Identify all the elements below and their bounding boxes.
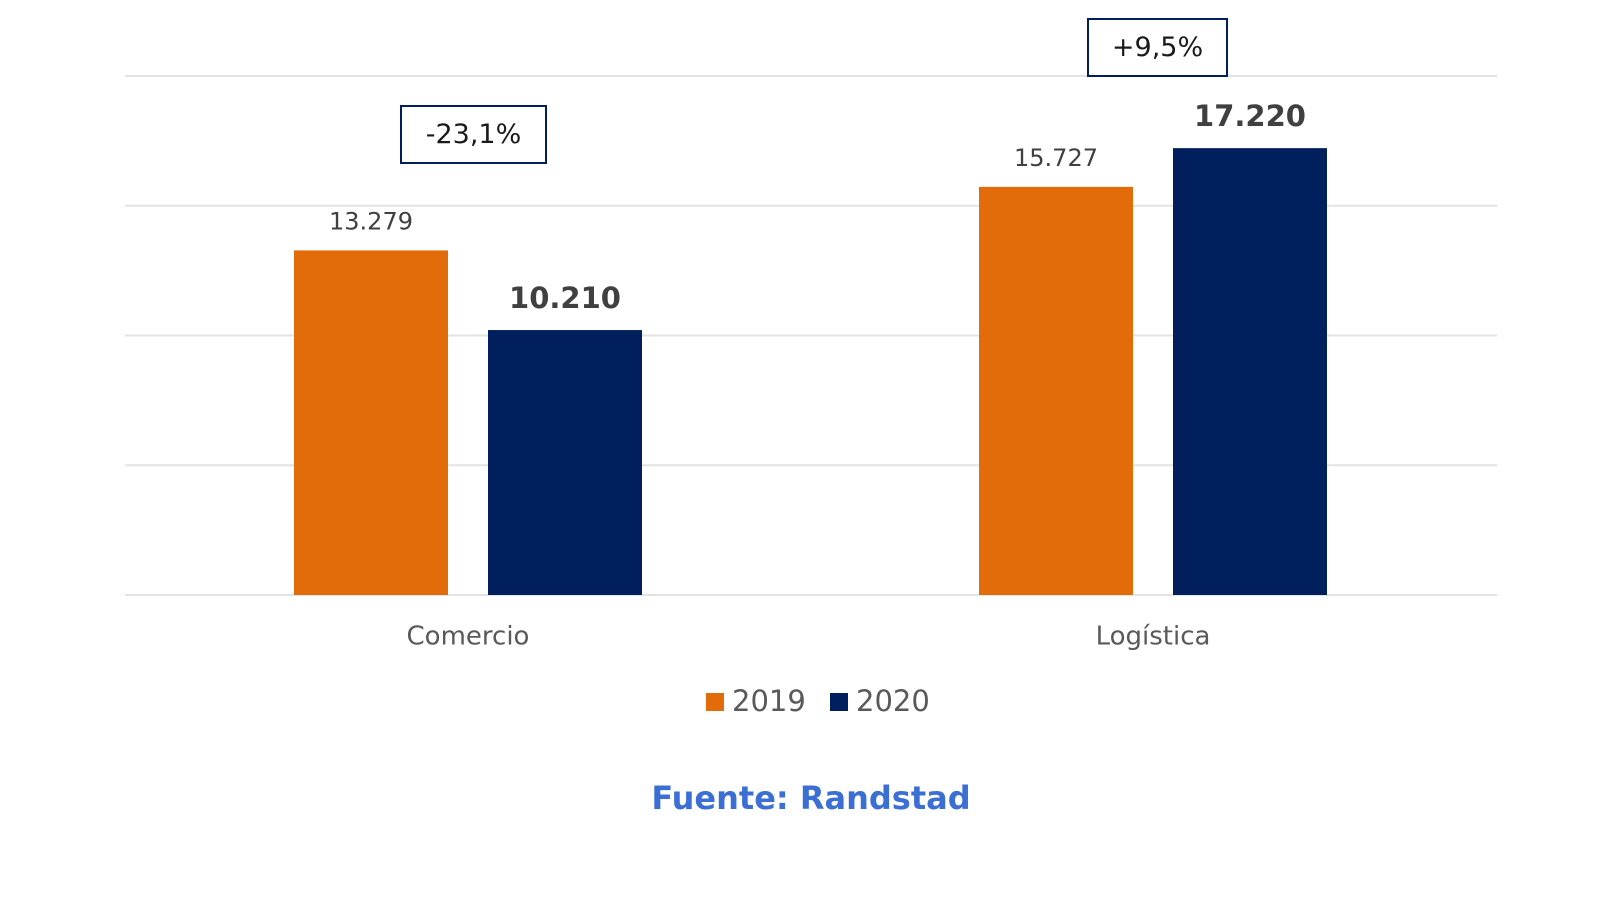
legend-swatch — [830, 693, 848, 711]
annotation-box — [1087, 18, 1228, 77]
annotation: +9,5% — [1112, 32, 1203, 63]
annotation: -23,1% — [426, 119, 522, 150]
bar — [488, 330, 642, 595]
value-label: 17.220 — [1194, 99, 1306, 133]
x-tick-label: Logística — [1096, 622, 1211, 652]
x-tick-label: Comercio — [407, 622, 530, 652]
legend-label: 2020 — [856, 684, 930, 718]
value-label: 10.210 — [509, 281, 621, 315]
bar — [1173, 148, 1327, 596]
value-label: 15.727 — [1014, 144, 1098, 172]
legend-label: 2019 — [732, 684, 806, 718]
source: Fuente: Randstad — [651, 779, 970, 817]
annotation-box — [400, 105, 547, 164]
bar — [979, 186, 1133, 596]
bar — [294, 250, 448, 595]
legend-swatch — [706, 693, 724, 711]
value-label: 13.279 — [329, 207, 413, 235]
